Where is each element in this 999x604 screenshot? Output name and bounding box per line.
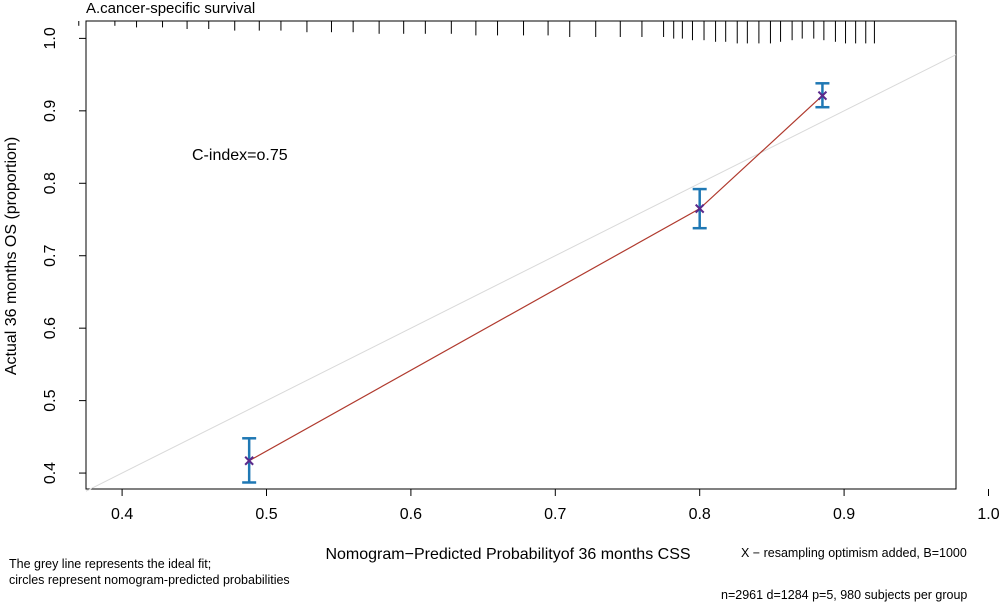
ideal-fit-line xyxy=(85,54,957,492)
y-axis-label: Actual 36 months OS (proportion) xyxy=(3,137,20,375)
y-tick-label: 1.0 xyxy=(42,27,59,49)
y-tick-label: 0.4 xyxy=(42,462,59,484)
chart-title: A.cancer-specific survival xyxy=(86,0,255,17)
footnote-right-2: n=2961 d=1284 p=5, 980 subjects per grou… xyxy=(721,588,968,602)
x-tick-label: 0.8 xyxy=(689,506,711,523)
x-tick-label: 0.5 xyxy=(255,506,277,523)
footnote-right-1: X − resampling optimism added, B=1000 xyxy=(741,546,967,560)
y-tick-label: 0.7 xyxy=(42,245,59,267)
footnote-left-1: The grey line represents the ideal fit; xyxy=(9,557,212,571)
x-axis-label: Nomogram−Predicted Probabilityof 36 mont… xyxy=(325,546,690,563)
data-point-marker xyxy=(817,90,828,101)
x-tick-label: 0.6 xyxy=(400,506,422,523)
x-tick-label: 0.9 xyxy=(833,506,855,523)
x-tick-label: 0.7 xyxy=(544,506,566,523)
y-tick-label: 0.9 xyxy=(42,100,59,122)
plot-frame xyxy=(85,20,957,490)
x-tick-label: 0.4 xyxy=(111,506,133,523)
x-tick-label: 1.0 xyxy=(977,506,999,523)
data-point-marker xyxy=(694,203,705,214)
y-tick-label: 0.8 xyxy=(42,172,59,194)
data-point-marker xyxy=(244,456,254,466)
y-tick-label: 0.6 xyxy=(42,317,59,339)
c-index-annotation: C-index=o.75 xyxy=(192,147,288,164)
y-tick-label: 0.5 xyxy=(42,389,59,411)
footnote-left-2: circles represent nomogram-predicted pro… xyxy=(9,573,290,587)
calibration-line xyxy=(248,95,823,462)
